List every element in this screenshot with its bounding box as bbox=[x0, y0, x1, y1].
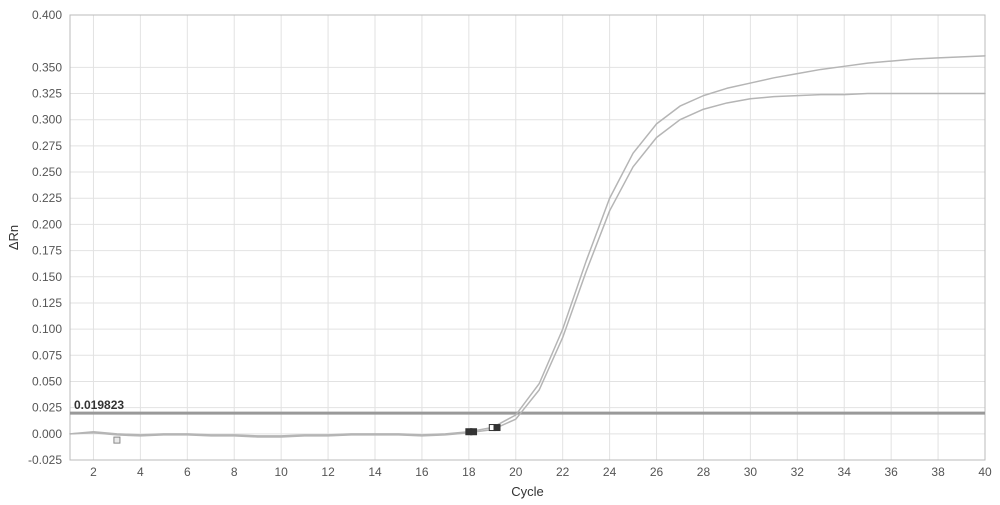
y-tick-label: 0.050 bbox=[32, 374, 62, 388]
y-tick-label: 0.400 bbox=[32, 8, 62, 22]
x-tick-label: 4 bbox=[137, 465, 144, 479]
y-tick-label: 0.125 bbox=[32, 296, 62, 310]
x-tick-label: 36 bbox=[884, 465, 898, 479]
y-tick-label: 0.200 bbox=[32, 217, 62, 231]
x-tick-label: 26 bbox=[650, 465, 664, 479]
y-tick-label: 0.100 bbox=[32, 322, 62, 336]
x-tick-label: 18 bbox=[462, 465, 476, 479]
x-tick-label: 30 bbox=[744, 465, 758, 479]
x-tick-label: 28 bbox=[697, 465, 711, 479]
ct-marker[interactable] bbox=[471, 429, 477, 435]
y-tick-label: 0.350 bbox=[32, 60, 62, 74]
x-tick-label: 32 bbox=[791, 465, 805, 479]
x-tick-label: 6 bbox=[184, 465, 191, 479]
x-tick-label: 40 bbox=[978, 465, 992, 479]
x-tick-label: 16 bbox=[415, 465, 429, 479]
ct-marker[interactable] bbox=[494, 425, 500, 431]
x-tick-label: 14 bbox=[368, 465, 382, 479]
x-tick-label: 10 bbox=[274, 465, 288, 479]
x-tick-label: 38 bbox=[931, 465, 945, 479]
y-tick-label: 0.300 bbox=[32, 113, 62, 127]
x-tick-label: 8 bbox=[231, 465, 238, 479]
x-tick-label: 24 bbox=[603, 465, 617, 479]
y-tick-label: 0.150 bbox=[32, 270, 62, 284]
y-tick-label: 0.000 bbox=[32, 427, 62, 441]
threshold-label: 0.019823 bbox=[74, 398, 124, 412]
y-tick-label: 0.025 bbox=[32, 401, 62, 415]
y-tick-label: 0.325 bbox=[32, 87, 62, 101]
y-tick-label: 0.075 bbox=[32, 348, 62, 362]
x-tick-label: 34 bbox=[838, 465, 852, 479]
y-axis-title: ΔRn bbox=[6, 225, 21, 250]
amplification-chart: 246810121416182022242628303234363840-0.0… bbox=[0, 0, 1000, 505]
x-tick-label: 20 bbox=[509, 465, 523, 479]
x-axis-title: Cycle bbox=[511, 484, 544, 499]
y-tick-label: 0.250 bbox=[32, 165, 62, 179]
x-tick-label: 2 bbox=[90, 465, 97, 479]
y-tick-label: 0.225 bbox=[32, 191, 62, 205]
y-tick-label: -0.025 bbox=[28, 453, 62, 467]
y-tick-label: 0.275 bbox=[32, 139, 62, 153]
plot-area bbox=[70, 15, 985, 460]
chart-svg: 246810121416182022242628303234363840-0.0… bbox=[0, 0, 1000, 505]
y-tick-label: 0.175 bbox=[32, 244, 62, 258]
x-tick-label: 12 bbox=[321, 465, 335, 479]
x-tick-label: 22 bbox=[556, 465, 570, 479]
ct-marker[interactable] bbox=[114, 437, 120, 443]
